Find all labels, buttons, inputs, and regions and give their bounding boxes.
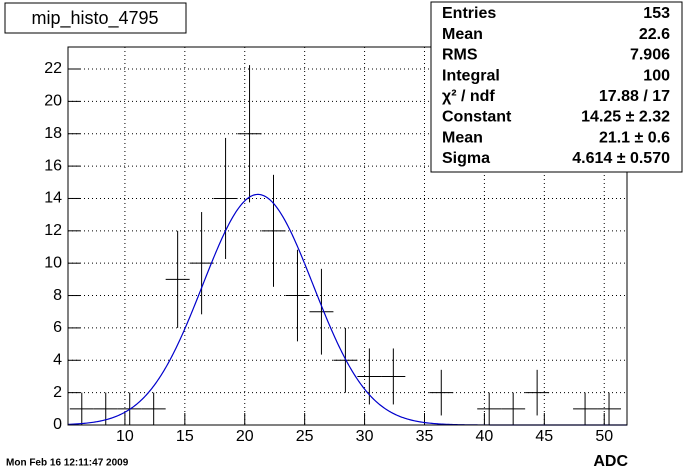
y-tick-label: 22 [44,60,62,77]
stat-label: Mean [442,26,483,43]
y-tick-label: 16 [44,157,62,174]
stat-value: 153 [643,5,670,22]
stat-label: χ² / ndf [442,88,495,105]
timestamp: Mon Feb 16 12:11:47 2009 [6,458,129,469]
y-tick-label: 2 [53,384,62,401]
chart-title: mip_histo_4795 [31,8,158,29]
stat-label: Constant [442,109,512,126]
stat-value: 22.6 [639,26,670,43]
x-tick-label: 50 [595,428,613,445]
stat-value: 100 [643,67,670,84]
y-tick-label: 8 [53,287,62,304]
y-tick-label: 20 [44,93,62,110]
y-tick-label: 18 [44,125,62,142]
x-tick-label: 45 [535,428,553,445]
y-tick-label: 10 [44,254,62,271]
stat-label: RMS [442,47,478,64]
stat-label: Sigma [442,150,490,167]
y-tick-label: 14 [44,190,62,207]
title-box [4,2,187,34]
stat-label: Entries [442,5,496,22]
stat-label: Mean [442,129,483,146]
y-tick-label: 4 [53,351,62,368]
x-axis-label: ADC [593,453,628,470]
y-tick-label: 0 [53,416,62,433]
x-tick-label: 15 [176,428,194,445]
stat-label: Integral [442,67,500,84]
x-tick-label: 25 [296,428,314,445]
stat-value: 14.25 ± 2.32 [581,109,670,126]
x-tick-label: 30 [356,428,374,445]
stats-frame [430,1,683,173]
y-tick-label: 6 [53,319,62,336]
stat-value: 4.614 ± 0.570 [572,150,670,167]
x-tick-label: 40 [476,428,494,445]
x-tick-label: 20 [236,428,254,445]
stats-box: Entries 153 Mean 22.6 RMS 7.906 Integral 100 χ² … [430,1,683,173]
x-tick-label: 35 [416,428,434,445]
x-tick-label: 10 [116,428,134,445]
stat-value: 17.88 / 17 [599,88,670,105]
stat-value: 7.906 [630,47,670,64]
stat-value: 21.1 ± 0.6 [599,129,670,146]
y-tick-label: 12 [44,222,62,239]
frame [67,46,628,426]
